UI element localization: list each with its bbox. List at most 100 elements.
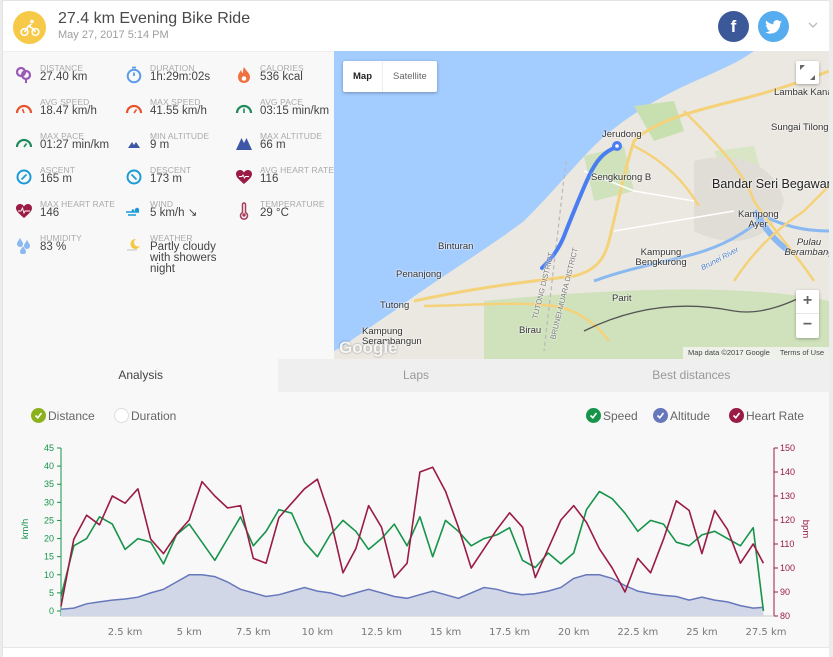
stat-wind: WIND 5 km/h ↘ (125, 199, 235, 233)
twitter-icon (765, 19, 782, 34)
stat-max-heart-rate: MAX HEART RATE 146 (15, 199, 125, 233)
mountain-small-icon (128, 142, 140, 148)
descent-compass-icon (126, 169, 142, 185)
y-left-tick-label: 20 (44, 534, 54, 544)
x-tick-label: 5 km (177, 627, 202, 638)
water-drops-icon (17, 238, 30, 254)
map-zoom-control: + − (796, 290, 819, 338)
route-map[interactable]: Map Satellite Lambak Kanan Sungai Tilong… (334, 51, 829, 359)
x-tick-label: 15 km (430, 627, 461, 638)
y-right-tick-label: 140 (780, 467, 795, 477)
stat-descent: DESCENT 173 m (125, 165, 235, 199)
toggle-heart-rate[interactable]: Heart Rate (729, 408, 804, 423)
toggle-speed[interactable]: Speed (586, 408, 638, 423)
stats-panel: DISTANCE 27.40 km DURATION 1h:29m:02s CA… (3, 51, 334, 359)
stat-weather: WEATHER Partly cloudy with showers night (125, 233, 225, 283)
ascent-compass-icon (16, 169, 32, 185)
y-right-tick-label: 110 (780, 539, 794, 549)
stopwatch-icon (126, 66, 142, 84)
toggle-distance[interactable]: Distance (31, 408, 95, 423)
y-right-tick-label: 80 (780, 611, 790, 621)
map-type-control: Map Satellite (343, 61, 437, 92)
y-left-tick-label: 0 (49, 606, 54, 616)
stat-calories: CALORIES 536 kcal (235, 63, 345, 97)
stat-avg-heart-rate: AVG HEART RATE 116 (235, 165, 345, 199)
zoom-out-button[interactable]: − (802, 316, 813, 333)
y-right-tick-label: 90 (780, 587, 790, 597)
expand-chevron-button[interactable] (806, 18, 820, 32)
terms-of-use-link[interactable]: Terms of Use (779, 348, 824, 357)
thermometer-icon (239, 202, 249, 220)
stat-max-altitude: MAX ALTITUDE 66 m (235, 131, 345, 165)
speedometer-max-icon (125, 104, 143, 114)
fullscreen-icon (800, 65, 815, 80)
tab-best-distances[interactable]: Best distances (652, 368, 731, 382)
x-tick-label: 10 km (302, 627, 333, 638)
stat-humidity: HUMIDITY 83 % (15, 233, 125, 267)
twitter-share-button[interactable] (758, 11, 789, 42)
stat-max-speed: MAX SPEED 41.55 km/h (125, 97, 235, 131)
x-tick-label: 20 km (558, 627, 589, 638)
y-left-tick-label: 10 (44, 570, 54, 580)
map-type-satellite-button[interactable]: Satellite (393, 71, 427, 82)
wind-icon (126, 207, 140, 216)
bicycle-icon (13, 11, 46, 44)
y-left-tick-label: 30 (44, 497, 54, 507)
stat-min-altitude: MIN ALTITUDE 9 m (125, 131, 235, 165)
map-canvas (334, 51, 829, 359)
check-icon (586, 408, 601, 423)
activity-title: 27.4 km Evening Bike Ride (58, 10, 251, 27)
y-right-axis-label: bpm (800, 520, 811, 539)
heart-rate-line (60, 466, 765, 607)
tab-analysis[interactable]: Analysis (3, 359, 279, 392)
tab-laps[interactable]: Laps (402, 368, 429, 382)
analysis-tabs: Analysis Laps Best distances (3, 359, 829, 392)
fullscreen-button[interactable] (796, 61, 819, 84)
flame-icon (238, 67, 250, 83)
altitude-line (60, 574, 764, 610)
stat-avg-pace: AVG PACE 03:15 min/km (235, 97, 345, 131)
altitude-area (61, 574, 764, 616)
check-icon (653, 408, 668, 423)
pace-gauge-icon (235, 104, 253, 114)
activity-header: 27.4 km Evening Bike Ride May 27, 2017 5… (3, 1, 829, 51)
check-icon (729, 408, 744, 423)
chevron-down-icon (808, 22, 818, 28)
stat-temperature: TEMPERATURE 29 °C (235, 199, 345, 233)
toggle-duration[interactable]: Duration (114, 408, 176, 423)
map-attribution: Map data ©2017 Google Terms of Use (682, 347, 829, 359)
analysis-panel: Distance Duration Speed Altitude Heart R… (3, 392, 829, 647)
card-footer (3, 647, 829, 657)
stat-distance: DISTANCE 27.40 km (15, 63, 125, 97)
y-right-tick-label: 150 (780, 443, 795, 453)
map-type-map-button[interactable]: Map (343, 61, 383, 92)
y-left-tick-label: 25 (44, 515, 54, 525)
toggle-altitude[interactable]: Altitude (653, 408, 710, 423)
pace-gauge-max-icon (15, 138, 33, 148)
speedometer-icon (15, 104, 33, 114)
facebook-icon: f (730, 16, 737, 36)
y-right-tick-label: 100 (780, 563, 795, 573)
facebook-share-button[interactable]: f (718, 11, 749, 42)
distance-pin-icon (15, 66, 32, 83)
y-left-tick-label: 35 (44, 479, 54, 489)
zoom-in-button[interactable]: + (796, 290, 819, 314)
y-left-axis-label: km/h (20, 519, 31, 540)
y-left-tick-label: 5 (49, 588, 54, 598)
unchecked-circle-icon (114, 408, 129, 423)
x-tick-label: 25 km (686, 627, 717, 638)
activity-date: May 27, 2017 5:14 PM (58, 29, 169, 41)
analysis-chart[interactable]: 0 5 10 15 20 25 30 35 40 45 km/h 80 90 100 110 120 130 14… (3, 392, 829, 647)
y-left-tick-label: 40 (44, 461, 54, 471)
heart-avg-icon (236, 170, 252, 184)
x-tick-label: 22.5 km (617, 627, 658, 638)
x-tick-label: 12.5 km (361, 627, 402, 638)
stat-ascent: ASCENT 165 m (15, 165, 125, 199)
y-right-tick-label: 120 (780, 515, 795, 525)
y-right-tick-label: 130 (780, 491, 795, 501)
check-icon (31, 408, 46, 423)
heart-max-icon (16, 204, 32, 218)
y-left-tick-label: 15 (44, 552, 54, 562)
y-left-tick-label: 45 (44, 443, 54, 453)
